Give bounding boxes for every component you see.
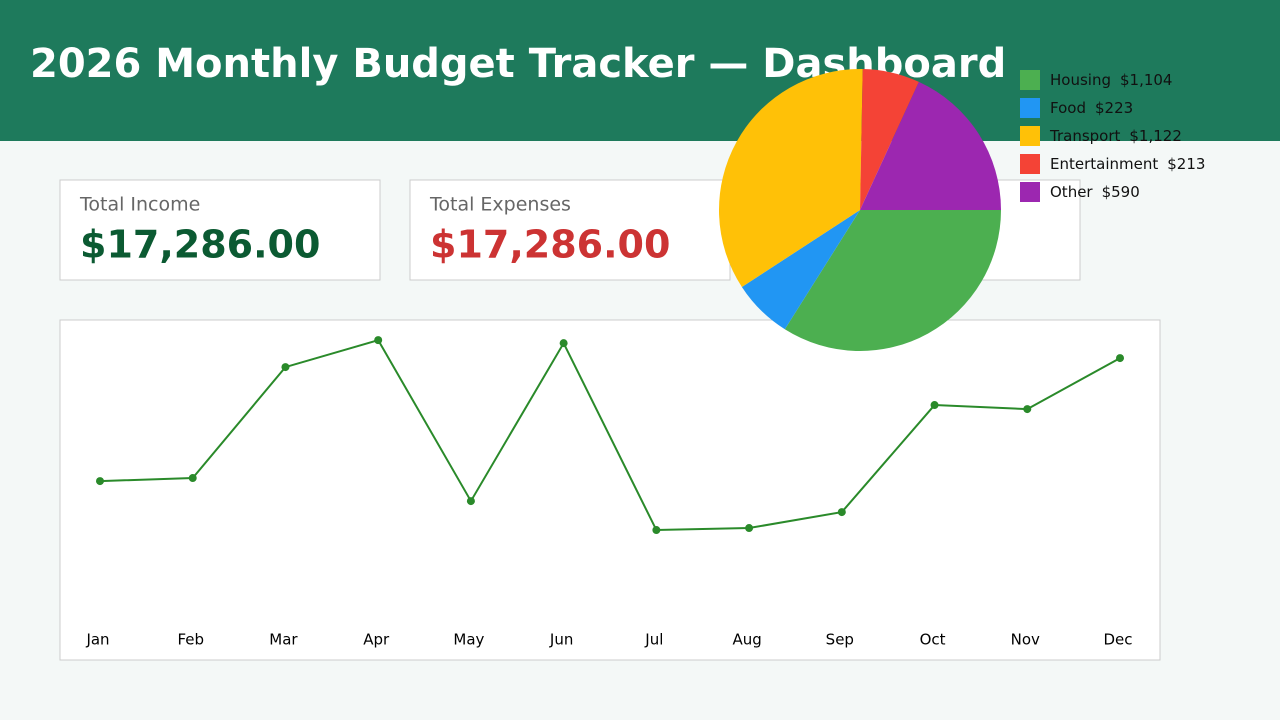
header-bar bbox=[0, 0, 1280, 141]
pie-chart: Housing $1,104 Food $223 Transport $1,122 Ente… bbox=[719, 68, 1205, 351]
x-tick-label: Jun bbox=[549, 631, 573, 649]
legend-value: $1,104 bbox=[1120, 71, 1173, 89]
point bbox=[466, 497, 475, 506]
x-tick-label: May bbox=[453, 631, 484, 649]
point bbox=[559, 339, 568, 348]
card-value: $17,286.00 bbox=[430, 223, 670, 267]
card-value: $17,286.00 bbox=[80, 223, 320, 267]
legend-swatch bbox=[1020, 154, 1040, 174]
legend-swatch bbox=[1020, 182, 1040, 202]
legend-entry: Transport $1,122 bbox=[1049, 127, 1182, 145]
cards: Total Income $17,286.00 Total Expenses $17,… bbox=[59, 179, 731, 281]
pie-slice bbox=[860, 69, 919, 211]
x-tick-label: Nov bbox=[1011, 631, 1040, 649]
card-label: Total Expenses bbox=[429, 194, 571, 216]
point bbox=[837, 508, 846, 517]
card bbox=[59, 179, 381, 281]
x-tick-label: Apr bbox=[363, 631, 390, 649]
legend-swatch bbox=[1020, 126, 1040, 146]
point bbox=[96, 477, 104, 486]
legend-value: $590 bbox=[1102, 183, 1140, 201]
legend-name: Entertainment bbox=[1050, 155, 1158, 173]
pie-slice bbox=[741, 210, 860, 330]
point bbox=[281, 363, 290, 372]
x-tick-label: Jul bbox=[644, 631, 663, 649]
x-tick-label: Mar bbox=[269, 631, 298, 649]
point bbox=[652, 526, 661, 535]
legend-entry: Entertainment $213 bbox=[1050, 155, 1205, 173]
x-tick-label: Jan bbox=[85, 631, 109, 649]
point bbox=[1023, 405, 1032, 414]
legend-value: $213 bbox=[1167, 155, 1205, 173]
x-tick-label: Feb bbox=[177, 631, 204, 649]
pie-slice bbox=[719, 68, 863, 287]
legend-swatch bbox=[1020, 98, 1040, 118]
legend-entry: Food $223 bbox=[1050, 99, 1133, 117]
point bbox=[1116, 354, 1124, 363]
legend-entry: Other $590 bbox=[1050, 183, 1140, 201]
point bbox=[745, 524, 754, 533]
x-tick-label: Oct bbox=[920, 631, 946, 649]
x-tick-label: Sep bbox=[826, 631, 854, 649]
pie-slice bbox=[784, 210, 1001, 351]
line bbox=[99, 338, 1121, 532]
point bbox=[188, 474, 197, 483]
legend-value: $223 bbox=[1095, 99, 1133, 117]
legend-swatch bbox=[1020, 70, 1040, 90]
legend-name: Food bbox=[1050, 99, 1086, 117]
legend-name: Housing bbox=[1050, 71, 1111, 89]
legend-name: Transport bbox=[1049, 127, 1121, 145]
line-chart: Jan Feb Mar Apr May Jun Jul Aug Sep Oct Nov Dec bbox=[85, 336, 1133, 649]
point bbox=[930, 401, 939, 410]
point bbox=[374, 336, 383, 345]
line-chart-panel bbox=[59, 319, 1161, 661]
x-tick-label: Dec bbox=[1103, 631, 1132, 649]
legend-entry: Housing $1,104 bbox=[1050, 71, 1172, 89]
pie-slice bbox=[860, 81, 1001, 210]
card bbox=[409, 179, 731, 281]
card-label: Total Income bbox=[79, 194, 200, 216]
x-tick-label: Aug bbox=[732, 631, 761, 649]
legend-value: $1,122 bbox=[1129, 127, 1182, 145]
legend-name: Other bbox=[1050, 183, 1093, 201]
